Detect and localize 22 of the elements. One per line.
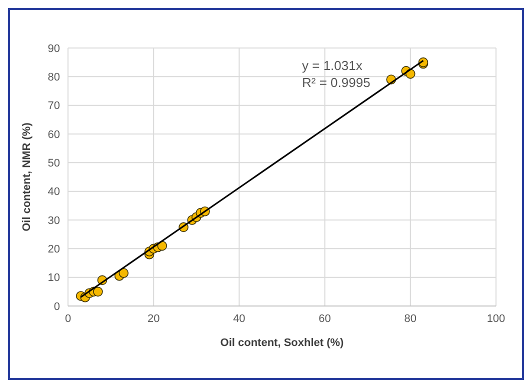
x-tick-label: 100: [486, 312, 506, 325]
y-tick-label: 80: [48, 72, 60, 84]
y-tick-label: 40: [48, 186, 60, 198]
y-tick-label: 0: [54, 300, 60, 313]
x-tick-label: 0: [64, 312, 72, 325]
x-axis-title: Oil content, Soxhlet (%): [220, 336, 344, 349]
annotation: y = 1.031x: [302, 58, 363, 73]
annotation: R² = 0.9995: [302, 75, 370, 90]
x-tick-label: 40: [233, 312, 246, 325]
y-tick-label: 90: [48, 42, 60, 55]
point: [93, 286, 103, 297]
point: [118, 268, 129, 278]
y-tick-label: 30: [48, 214, 60, 227]
y-tick-label: 10: [48, 272, 60, 284]
y-tick-label: 60: [48, 128, 60, 141]
y-axis-title: Oil content, NMR (%): [20, 122, 33, 232]
y-tick-label: 70: [48, 100, 60, 112]
x-tick-label: 60: [318, 312, 331, 325]
y-tick-label: 50: [48, 158, 60, 170]
x-tick-label: 80: [404, 312, 417, 325]
x-tick-label: 20: [147, 312, 160, 325]
y-tick-label: 20: [48, 244, 60, 256]
